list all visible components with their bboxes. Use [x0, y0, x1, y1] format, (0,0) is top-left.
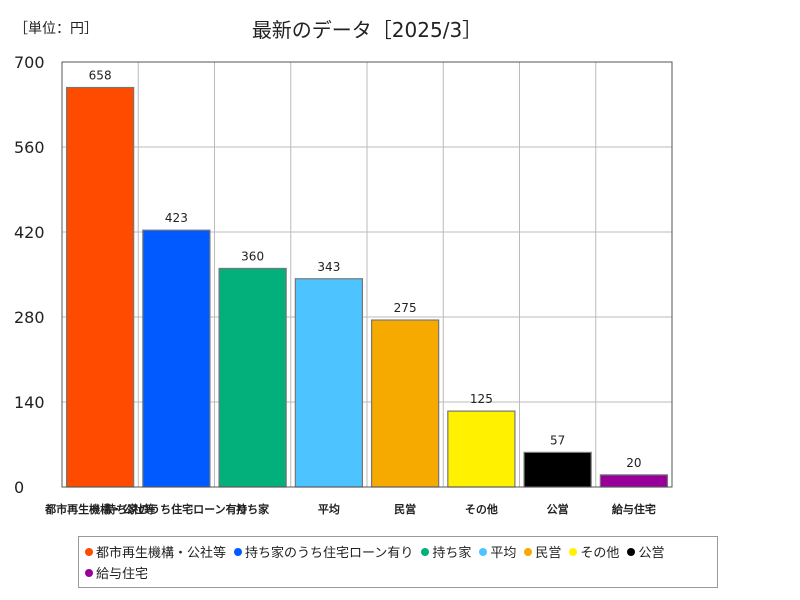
legend-item: 給与住宅 [85, 562, 148, 583]
x-tick-label: 持ち家 [236, 502, 270, 516]
legend-label: 都市再生機構・公社等 [96, 546, 227, 561]
y-axis-ticks: 0 140 280 420 560 700 [14, 53, 45, 497]
data-label: 360 [241, 249, 264, 263]
legend-item: 民営 [524, 541, 561, 562]
legend-marker-icon [234, 547, 243, 556]
bar [218, 267, 287, 488]
x-tick-label: 平均 [318, 502, 340, 516]
y-tick-label: 0 [14, 478, 24, 497]
bar [142, 229, 211, 488]
x-tick-label: 公営 [547, 502, 569, 516]
bar [370, 319, 440, 488]
legend-marker-icon [85, 547, 93, 556]
legend-label: 民営 [535, 546, 562, 561]
y-tick-label: 140 [14, 393, 45, 412]
chart-bars [65, 86, 669, 488]
bar [65, 86, 135, 488]
legend-marker-icon [421, 547, 430, 556]
legend-item: 公営 [627, 541, 664, 562]
legend-item: 持ち家のうち住宅ローン有り [234, 541, 413, 562]
legend-label: その他 [580, 546, 620, 561]
y-tick-label: 560 [14, 138, 45, 157]
bar [447, 410, 516, 488]
legend-marker-icon [569, 547, 578, 556]
x-tick-label: 持ち家のうち住宅ローン有り [105, 502, 247, 516]
y-tick-label: 700 [14, 53, 45, 72]
legend-item: 平均 [479, 541, 516, 562]
legend-item: 持ち家 [421, 541, 471, 562]
data-label: 343 [317, 260, 340, 274]
y-tick-label: 420 [14, 223, 45, 242]
bar [523, 451, 592, 488]
data-label: 658 [89, 69, 112, 83]
x-tick-label: 給与住宅 [612, 502, 656, 516]
legend-marker-icon [479, 547, 488, 556]
legend-item: その他 [569, 541, 619, 562]
y-tick-label: 280 [14, 308, 45, 327]
legend-label: 持ち家のうち住宅ローン有り [245, 546, 414, 561]
plot-frame [61, 61, 673, 488]
legend-label: 持ち家 [432, 546, 472, 561]
legend-marker-icon [524, 547, 533, 556]
legend-marker-icon [85, 568, 93, 577]
legend-label: 公営 [638, 546, 665, 561]
data-label: 423 [165, 211, 188, 225]
data-label: 125 [470, 392, 493, 406]
x-tick-label: その他 [465, 502, 498, 516]
bar-chart: 0 140 280 420 560 700 都市再生機構・公社等持ち家のうち住宅ローン有り… [14, 53, 673, 516]
data-label: 20 [626, 456, 641, 470]
legend-label: 平均 [490, 546, 517, 561]
bar [294, 278, 364, 488]
data-label: 275 [394, 301, 417, 315]
legend-label: 給与住宅 [96, 567, 149, 582]
legend-marker-icon [627, 547, 636, 556]
unit-label: ［単位：円］ [14, 21, 98, 37]
bar [599, 474, 669, 488]
value-labels: 658 423 360 343 275 125 57 20 [89, 69, 642, 470]
data-label: 57 [550, 433, 565, 447]
legend-item: 都市再生機構・公社等 [85, 541, 226, 562]
chart-legend: 都市再生機構・公社等 持ち家のうち住宅ローン有り 持ち家 平均 民営 その他 公営給与住宅 [78, 536, 718, 588]
chart-title: 最新のデータ［2025/3］ [251, 18, 483, 42]
x-tick-label: 都市再生機構・公社等 [44, 502, 155, 516]
x-tick-label: 民営 [394, 502, 416, 516]
